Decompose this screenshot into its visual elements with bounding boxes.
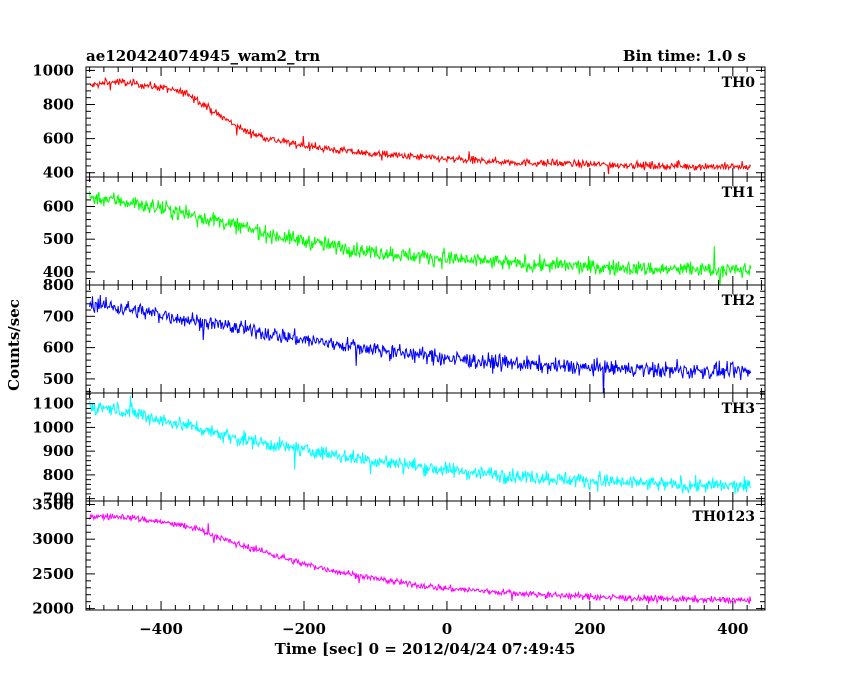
series-line-th2 [89, 294, 752, 393]
panel-label: TH0 [722, 75, 756, 91]
y-tick-label: 800 [43, 96, 74, 114]
y-tick-label: 400 [43, 164, 74, 182]
y-tick-label: 1000 [32, 418, 74, 436]
y-tick-label: 600 [43, 339, 74, 357]
y-tick-label: 700 [43, 490, 74, 508]
series-line-th3 [89, 395, 752, 494]
y-tick-label: 2500 [32, 565, 74, 583]
chart-title: ae120424074945_wam2_trn [86, 47, 320, 65]
x-tick-label: 200 [574, 620, 605, 638]
panel-th1: 400 500 600 TH1 [43, 176, 766, 286]
panel-frame [85, 500, 766, 611]
y-tick-label: 2000 [32, 600, 74, 618]
y-axis-label: Counts/sec [5, 299, 23, 391]
x-tick-label: 400 [717, 620, 748, 638]
series-line-th0 [89, 77, 752, 175]
y-tick-label: 600 [43, 197, 74, 215]
panel-th0: 400 600 800 1000 TH0 [32, 61, 766, 182]
panel-label: TH1 [722, 185, 755, 201]
y-tick-label: 1100 [32, 395, 74, 413]
y-tick-label: 400 [43, 263, 74, 281]
y-tick-label: 800 [43, 466, 74, 484]
y-tick-label: 3500 [32, 495, 74, 513]
panel-th3: 700 800 900 1000 1100 TH3 [32, 392, 766, 508]
panel-label: TH0123 [692, 509, 755, 525]
y-tick-label: 3000 [32, 530, 74, 548]
x-tick-label: −200 [282, 620, 326, 638]
panel-label: TH3 [722, 401, 755, 417]
bin-time-label: Bin time: 1.0 s [623, 47, 746, 65]
panels-group: 400 600 800 1000 TH0 400 500 600 TH1 500 600 700 800… [32, 61, 766, 618]
panel-frame [85, 284, 766, 394]
series-line-th1 [89, 191, 752, 285]
panel-th0123: 2000 2500 3000 3500 TH0123 [32, 495, 766, 618]
y-tick-label: 1000 [32, 61, 74, 79]
series-line-th0123 [89, 512, 752, 605]
x-tick-label: 0 [442, 620, 452, 638]
y-tick-label: 500 [43, 230, 74, 248]
y-tick-label: 600 [43, 130, 74, 148]
panel-frame [85, 66, 766, 178]
x-axis: −400 −200 0 200 400 [139, 620, 748, 638]
panel-label: TH2 [722, 293, 755, 309]
y-tick-label: 700 [43, 307, 74, 325]
panel-th2: 500 600 700 800 TH2 [43, 276, 766, 394]
x-axis-label: Time [sec] 0 = 2012/04/24 07:49:45 [275, 640, 576, 658]
y-tick-label: 900 [43, 442, 74, 460]
y-tick-label: 500 [43, 370, 74, 388]
x-tick-label: −400 [139, 620, 183, 638]
y-tick-label: 800 [43, 276, 74, 294]
